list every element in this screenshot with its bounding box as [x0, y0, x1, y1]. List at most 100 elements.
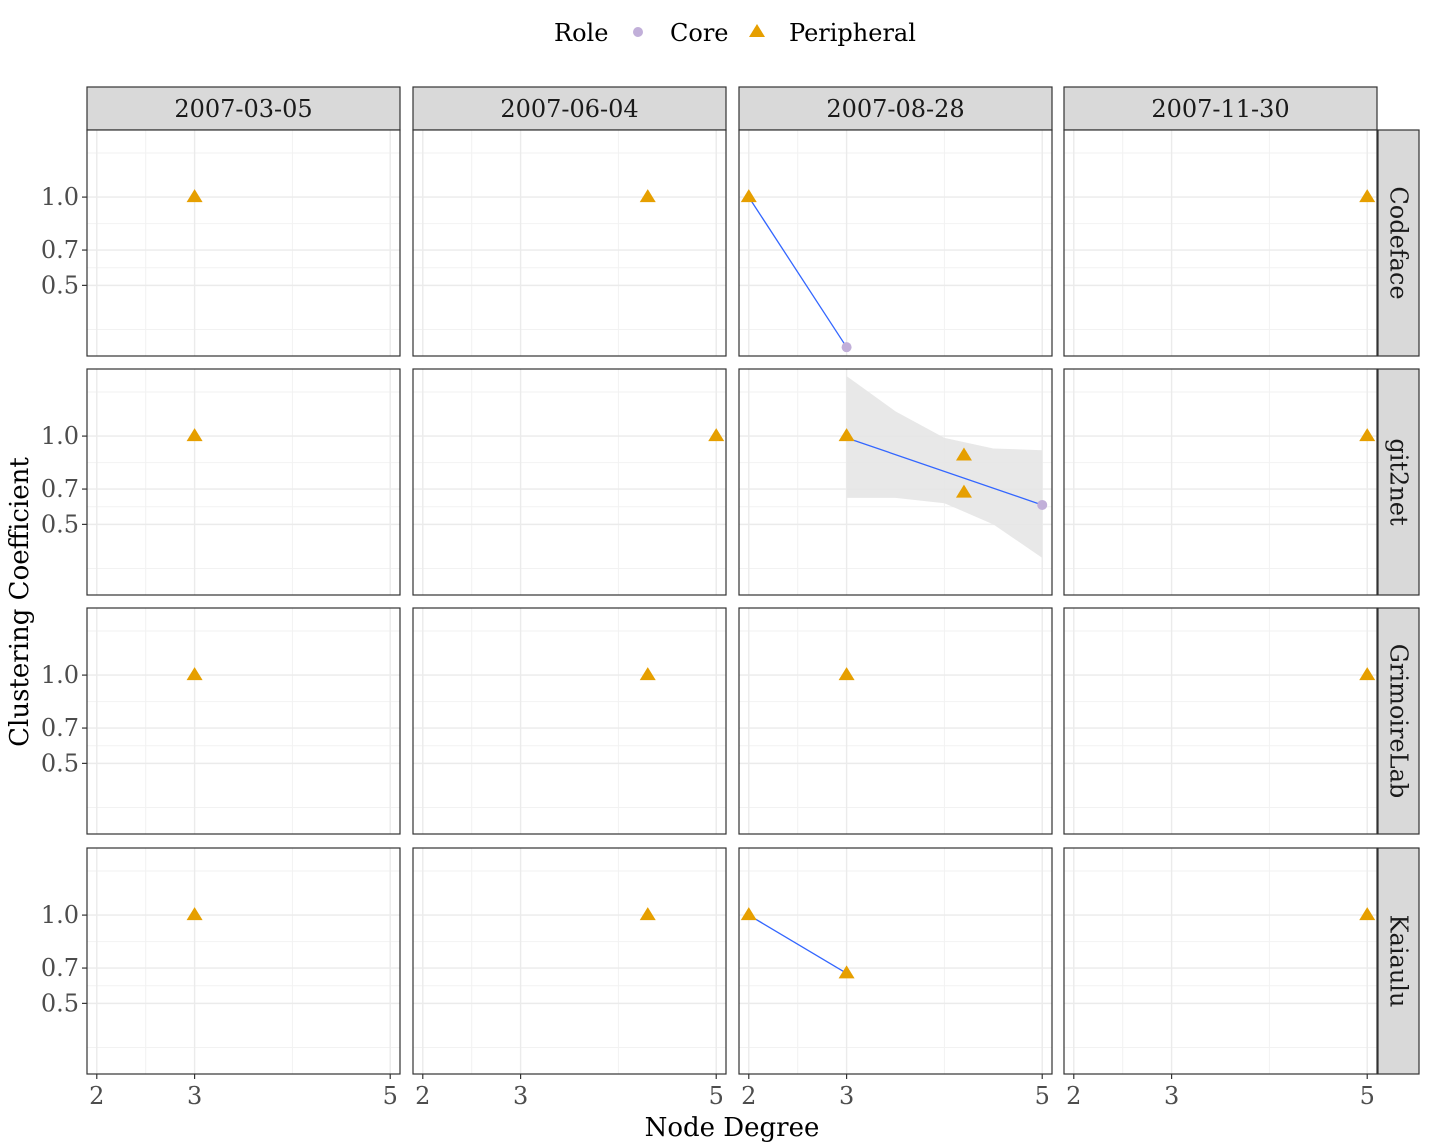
panel-border	[412, 368, 727, 596]
y-tick-label: 0.5	[41, 749, 79, 777]
panel-background	[413, 369, 726, 595]
panel-border	[86, 607, 401, 835]
panel-border	[1063, 607, 1378, 835]
y-axis-title: Clustering Coefficient	[5, 457, 35, 747]
x-tick-label: 3	[839, 1082, 854, 1110]
panel-background	[739, 130, 1052, 356]
peripheral-point	[740, 189, 757, 203]
panel-background	[1064, 130, 1377, 356]
panel-border	[1063, 368, 1378, 596]
panel-border	[412, 847, 727, 1075]
x-tick-label: 2	[1066, 1082, 1081, 1110]
x-tick-label: 3	[1164, 1082, 1179, 1110]
fit-line	[748, 196, 848, 348]
y-tick-label: 0.7	[41, 236, 79, 264]
confidence-band	[846, 376, 1043, 558]
peripheral-point	[740, 907, 757, 921]
y-tick-label: 1.0	[41, 901, 79, 929]
legend-peripheral-label: Peripheral	[789, 19, 916, 47]
y-tick-label: 0.5	[41, 271, 79, 299]
peripheral-point	[838, 667, 855, 681]
panel-background	[739, 608, 1052, 834]
row-strip	[1377, 847, 1420, 1075]
y-tick-label: 1.0	[41, 661, 79, 689]
panel-background	[413, 130, 726, 356]
panel-background	[87, 130, 400, 356]
panel-background	[413, 608, 726, 834]
panels: 2007-03-05 2007-06-04 2007-08-28 2007-11-30…	[41, 86, 1420, 1110]
panel-border	[738, 129, 1053, 357]
row-strip-label: Kaiaulu	[1385, 915, 1413, 1008]
column-strip-label: 2007-06-04	[500, 95, 638, 123]
legend-core-marker	[633, 27, 643, 37]
fit-line	[748, 914, 847, 974]
x-tick-label: 3	[513, 1082, 528, 1110]
panel-background	[1064, 848, 1377, 1074]
peripheral-point	[1359, 189, 1376, 203]
panel-border	[86, 368, 401, 596]
y-tick-label: 0.5	[41, 989, 79, 1017]
column-strip	[86, 86, 401, 131]
peripheral-point	[838, 965, 855, 979]
y-tick-label: 0.7	[41, 475, 79, 503]
y-tick-label: 1.0	[41, 183, 79, 211]
peripheral-point	[639, 907, 656, 921]
row-strip	[1377, 368, 1420, 596]
peripheral-point	[1359, 667, 1376, 681]
legend: Role Core Peripheral	[554, 19, 916, 47]
panel-background	[1064, 369, 1377, 595]
panel-border	[86, 129, 401, 357]
peripheral-point	[1359, 428, 1376, 442]
panel-border	[738, 607, 1053, 835]
peripheral-point	[955, 447, 972, 461]
legend-core-label: Core	[670, 19, 729, 47]
peripheral-point	[186, 907, 203, 921]
x-tick-label: 5	[709, 1082, 724, 1110]
x-tick-label: 2	[89, 1082, 104, 1110]
peripheral-point	[639, 189, 656, 203]
peripheral-point	[186, 428, 203, 442]
peripheral-point	[955, 484, 972, 498]
peripheral-point	[838, 428, 855, 442]
x-axis-title: Node Degree	[645, 1113, 820, 1142]
panel-background	[87, 608, 400, 834]
core-point	[841, 342, 852, 353]
column-strip-label: 2007-11-30	[1151, 95, 1289, 123]
x-tick-label: 2	[415, 1082, 430, 1110]
panel-background	[87, 369, 400, 595]
peripheral-point	[186, 189, 203, 203]
row-strip-label: git2net	[1385, 438, 1413, 526]
peripheral-point	[639, 667, 656, 681]
row-strip-label: Codeface	[1385, 186, 1413, 299]
x-tick-label: 3	[187, 1082, 202, 1110]
panel-background	[413, 848, 726, 1074]
peripheral-point	[186, 667, 203, 681]
panel-background	[87, 848, 400, 1074]
column-strip-label: 2007-08-28	[826, 95, 964, 123]
y-tick-label: 1.0	[41, 422, 79, 450]
legend-title: Role	[554, 19, 608, 47]
peripheral-point	[1359, 907, 1376, 921]
panel-border	[738, 847, 1053, 1075]
x-tick-label: 5	[383, 1082, 398, 1110]
legend-peripheral-marker	[749, 24, 765, 37]
y-tick-label: 0.7	[41, 954, 79, 982]
panel-border	[412, 607, 727, 835]
row-strip	[1377, 607, 1420, 835]
core-point	[1037, 499, 1048, 510]
panel-border	[1063, 129, 1378, 357]
column-strip	[1063, 86, 1378, 131]
panel-border	[1063, 847, 1378, 1075]
x-tick-label: 5	[1035, 1082, 1050, 1110]
row-strip	[1377, 129, 1420, 357]
column-strip	[412, 86, 727, 131]
fit-line	[846, 437, 1043, 506]
column-strip-label: 2007-03-05	[174, 95, 312, 123]
panel-border	[738, 368, 1053, 596]
x-tick-label: 2	[741, 1082, 756, 1110]
panel-border	[86, 847, 401, 1075]
column-strip	[738, 86, 1053, 131]
row-strip-label: GrimoireLab	[1385, 644, 1413, 799]
panel-background	[1064, 608, 1377, 834]
